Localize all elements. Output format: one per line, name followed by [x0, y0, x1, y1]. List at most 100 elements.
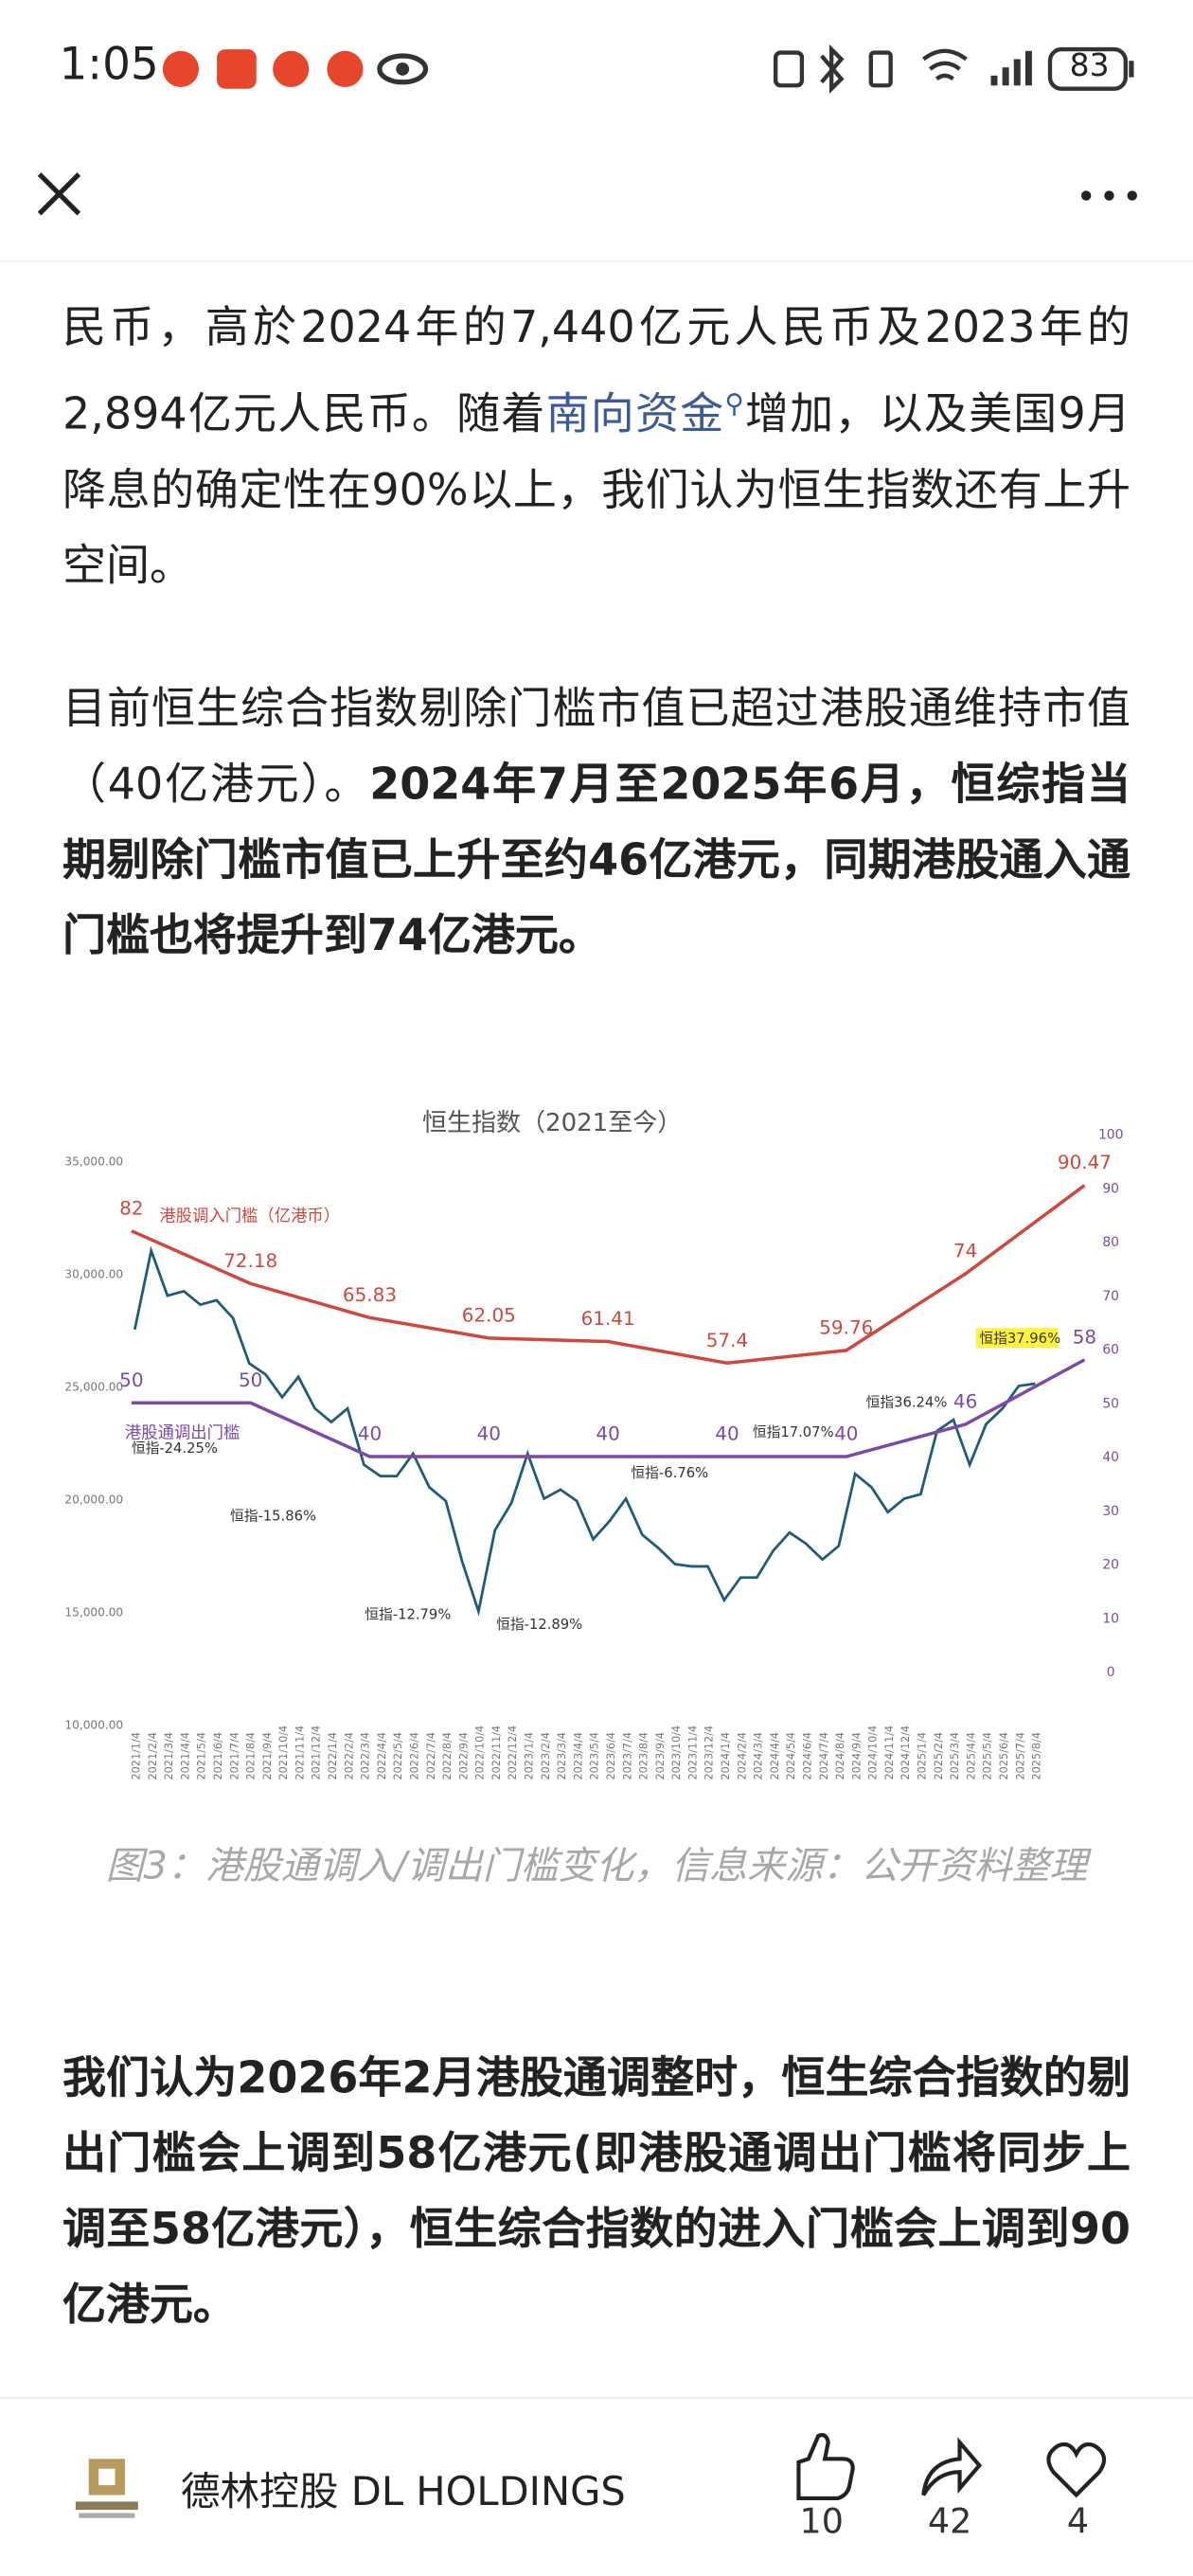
- x-tick-label: 2022/8/4: [441, 1732, 454, 1780]
- threshold-line: [131, 1358, 1086, 1458]
- chart: 恒生指数（2021至今） 10,000.00 15,000.00 20,000.00…: [64, 1109, 1123, 1780]
- annotation: 恒指-12.79%: [365, 1606, 451, 1622]
- threshold-line: [131, 1184, 1086, 1366]
- x-tick-label: 2022/1/4: [327, 1732, 339, 1780]
- data-label: 40: [715, 1422, 739, 1445]
- x-tick-label: 2024/6/4: [801, 1732, 813, 1780]
- annotation: 恒指-6.76%: [631, 1465, 708, 1481]
- share-button[interactable]: [921, 2437, 983, 2496]
- series-label: 港股调入门槛（亿港币）: [159, 1207, 340, 1225]
- x-tick-label: 2021/1/4: [131, 1732, 143, 1780]
- highlight: [975, 1328, 1059, 1349]
- x-tick-label: 2024/12/4: [899, 1726, 912, 1780]
- favorite-button[interactable]: [1046, 2442, 1107, 2498]
- link[interactable]: 南向资金: [545, 389, 725, 440]
- series-label: 港股通调出门槛: [125, 1424, 240, 1443]
- x-tick-label: 2021/9/4: [261, 1732, 274, 1780]
- data-label: 40: [596, 1422, 619, 1445]
- x-tick-label: 2023/10/4: [670, 1726, 683, 1780]
- x-tick-label: 2022/3/4: [360, 1732, 372, 1780]
- data-label: 57.4: [706, 1329, 748, 1351]
- annotation: 恒指-24.25%: [132, 1440, 218, 1457]
- data-label: 40: [358, 1422, 382, 1445]
- data-label: 58: [1073, 1325, 1096, 1348]
- y2-tick-label: 0: [1107, 1665, 1115, 1680]
- x-tick-label: 2025/1/4: [917, 1732, 929, 1780]
- data-label: 65.83: [343, 1283, 397, 1306]
- y-tick-label: 10,000.00: [64, 1719, 123, 1732]
- x-tick-label: 2023/7/4: [621, 1732, 633, 1780]
- x-tick-label: 2021/12/4: [311, 1726, 323, 1780]
- x-tick-label: 2023/3/4: [556, 1732, 568, 1780]
- x-tick-label: 2025/6/4: [998, 1732, 1010, 1780]
- y-tick-label: 25,000.00: [64, 1381, 123, 1394]
- x-tick-label: 2022/11/4: [490, 1726, 503, 1780]
- x-tick-label: 2024/5/4: [785, 1732, 797, 1780]
- y2-tick-label: 30: [1102, 1504, 1119, 1519]
- data-label: 46: [953, 1390, 977, 1413]
- x-tick-label: 2022/2/4: [343, 1732, 355, 1780]
- x-tick-label: 2023/5/4: [589, 1732, 601, 1780]
- data-label: 72.18: [223, 1249, 277, 1272]
- y2-tick-label: 90: [1102, 1181, 1119, 1196]
- x-tick-label: 2023/1/4: [524, 1732, 536, 1780]
- x-tick-label: 2021/10/4: [277, 1726, 290, 1780]
- x-tick-label: 2025/2/4: [933, 1732, 945, 1780]
- data-label: 50: [119, 1368, 143, 1391]
- x-tick-label: 2022/9/4: [457, 1732, 470, 1780]
- footer-bar: [0, 2397, 1193, 2518]
- search-icon[interactable]: ⚲: [724, 387, 744, 420]
- battery-level: 83: [1069, 47, 1110, 84]
- x-tick-label: 2023/11/4: [686, 1726, 699, 1780]
- x-tick-label: 2021/7/4: [228, 1732, 240, 1780]
- y2-tick-label: 10: [1102, 1611, 1119, 1626]
- y-tick-label: 30,000.00: [64, 1268, 123, 1281]
- x-tick-label: 2024/7/4: [818, 1732, 830, 1780]
- status-icons: [0, 44, 1193, 262]
- x-tick-label: 2021/2/4: [147, 1732, 159, 1780]
- clock: 1:05: [59, 39, 159, 91]
- x-tick-label: 2022/10/4: [474, 1726, 487, 1780]
- x-tick-label: 2024/11/4: [883, 1726, 896, 1780]
- more-button[interactable]: [1080, 190, 1137, 201]
- account-name[interactable]: 德林控股 DL HOLDINGS: [180, 2468, 626, 2515]
- x-tick-label: 2023/6/4: [605, 1732, 617, 1780]
- bold-text: 2024年7月至2025年6月，恒综指当期剔除门槛市值已上升至约46亿港元，同期…: [62, 759, 1131, 962]
- x-tick-label: 2025/4/4: [965, 1732, 977, 1780]
- like-count: 10: [799, 2501, 844, 2542]
- x-tick-label: 2025/3/4: [949, 1732, 961, 1780]
- data-label: 50: [239, 1368, 262, 1391]
- x-tick-label: 2024/10/4: [867, 1726, 880, 1780]
- y-tick-label: 20,000.00: [64, 1494, 123, 1507]
- data-label: 82: [119, 1196, 143, 1219]
- x-tick-label: 2025/7/4: [1014, 1732, 1026, 1780]
- data-label: 74: [953, 1240, 977, 1262]
- annotation: 恒指17.07%: [753, 1424, 834, 1440]
- y2-tick-label: 20: [1102, 1558, 1119, 1573]
- annotation: 恒指-12.89%: [496, 1617, 582, 1633]
- x-tick-label: 2023/9/4: [654, 1732, 667, 1780]
- y2-tick-label: 70: [1102, 1289, 1119, 1304]
- close-button[interactable]: [37, 172, 81, 216]
- x-tick-label: 2024/2/4: [736, 1732, 748, 1780]
- paragraph: 民币，高於2024年的7,440亿元人民币及2023年的2,894亿元人民币。随…: [62, 291, 1131, 604]
- y2-tick-label: 100: [1098, 1128, 1123, 1143]
- data-label: 40: [834, 1422, 858, 1445]
- x-tick-label: 2024/8/4: [834, 1732, 846, 1780]
- x-tick-label: 2024/3/4: [753, 1732, 765, 1780]
- y2-tick-label: 50: [1102, 1396, 1119, 1411]
- x-tick-label: 2023/8/4: [638, 1732, 650, 1780]
- x-tick-label: 2025/8/4: [1031, 1732, 1043, 1780]
- x-tick-label: 2024/1/4: [720, 1732, 732, 1780]
- like-button[interactable]: [796, 2433, 855, 2501]
- x-tick-label: 2023/2/4: [540, 1732, 552, 1780]
- paragraph: 我们认为2026年2月港股通调整时，恒生综合指数的剔出门槛会上调到58亿港元(即…: [62, 2052, 1131, 2331]
- annotation: 恒指36.24%: [866, 1395, 948, 1411]
- annotation: 恒指-15.86%: [230, 1508, 316, 1524]
- x-tick-label: 2021/8/4: [245, 1732, 258, 1780]
- logo: [75, 2459, 138, 2518]
- x-tick-label: 2022/6/4: [408, 1732, 420, 1780]
- text: 增加，以及美国9月降息的确定性在90%以上，我们认为恒生指数还有上升空间。: [62, 389, 1131, 592]
